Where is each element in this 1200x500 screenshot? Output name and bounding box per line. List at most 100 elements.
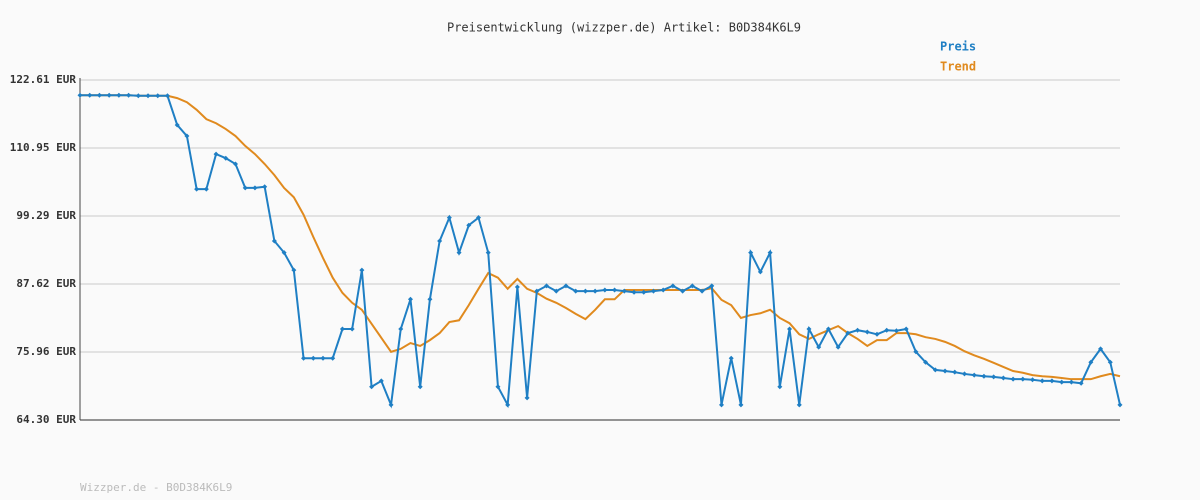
point-marker <box>485 250 491 256</box>
point-marker <box>864 329 870 335</box>
point-marker <box>456 250 462 256</box>
point-marker <box>777 384 783 390</box>
point-marker <box>242 185 248 191</box>
point-marker <box>991 374 997 380</box>
point-marker <box>417 384 423 390</box>
point-marker <box>233 161 239 167</box>
point-marker <box>213 151 219 157</box>
point-marker <box>553 288 559 294</box>
series-line <box>80 94 1121 381</box>
point-marker <box>1049 378 1055 384</box>
point-marker <box>116 92 122 98</box>
point-marker <box>1010 376 1016 382</box>
point-marker <box>369 384 375 390</box>
point-marker <box>87 92 93 98</box>
point-marker <box>806 326 812 332</box>
y-tick-label: 87.62 EUR <box>16 277 76 290</box>
point-marker <box>1088 359 1094 365</box>
point-marker <box>96 92 102 98</box>
point-marker <box>1030 377 1036 383</box>
point-marker <box>252 185 258 191</box>
point-marker <box>446 215 452 221</box>
point-marker <box>174 122 180 128</box>
point-marker <box>835 344 841 350</box>
point-marker <box>689 283 695 289</box>
point-marker <box>339 326 345 332</box>
point-marker <box>845 330 851 336</box>
point-marker <box>893 328 899 334</box>
point-marker <box>330 355 336 361</box>
point-marker <box>582 288 588 294</box>
point-marker <box>203 186 209 192</box>
point-marker <box>718 402 724 408</box>
y-tick-label: 99.29 EUR <box>16 209 76 222</box>
point-marker <box>1107 359 1113 365</box>
point-marker <box>77 92 83 98</box>
legend-entry: Preis <box>940 40 976 54</box>
point-marker <box>223 155 229 161</box>
point-marker <box>1020 376 1026 382</box>
point-marker <box>816 344 822 350</box>
point-marker <box>738 402 744 408</box>
point-marker <box>903 326 909 332</box>
point-marker <box>942 368 948 374</box>
point-marker <box>135 93 141 99</box>
point-marker <box>310 355 316 361</box>
point-marker <box>884 327 890 333</box>
point-marker <box>106 92 112 98</box>
point-marker <box>796 402 802 408</box>
point-marker <box>1059 379 1065 385</box>
point-marker <box>874 331 880 337</box>
point-marker <box>709 283 715 289</box>
point-marker <box>563 283 569 289</box>
point-marker <box>281 250 287 256</box>
point-marker <box>407 296 413 302</box>
point-marker <box>1117 402 1123 408</box>
point-marker <box>378 378 384 384</box>
y-tick-label: 122.61 EUR <box>10 73 77 86</box>
point-marker <box>184 133 190 139</box>
point-marker <box>1039 378 1045 384</box>
point-marker <box>194 186 200 192</box>
point-marker <box>505 402 511 408</box>
point-marker <box>767 250 773 256</box>
point-marker <box>145 93 151 99</box>
footer: Wizzper.de - B0D384K6L9 <box>80 481 232 494</box>
point-marker <box>961 371 967 377</box>
point-marker <box>981 373 987 379</box>
point-marker <box>291 267 297 273</box>
point-marker <box>301 355 307 361</box>
point-marker <box>476 215 482 221</box>
point-marker <box>524 395 530 401</box>
y-tick-label: 75.96 EUR <box>16 345 76 358</box>
point-marker <box>855 327 861 333</box>
point-marker <box>825 326 831 332</box>
point-marker <box>573 288 579 294</box>
point-marker <box>534 288 540 294</box>
point-marker <box>699 288 705 294</box>
chart-title: Preisentwicklung (wizzper.de) Artikel: B… <box>447 21 801 35</box>
point-marker <box>320 355 326 361</box>
point-marker <box>427 296 433 302</box>
point-marker <box>971 372 977 378</box>
point-marker <box>398 326 404 332</box>
point-marker <box>670 283 676 289</box>
point-marker <box>787 326 793 332</box>
point-marker <box>680 288 686 294</box>
point-marker <box>495 384 501 390</box>
point-marker <box>359 267 365 273</box>
point-marker <box>1098 346 1104 352</box>
y-tick-label: 110.95 EUR <box>10 141 77 154</box>
point-marker <box>932 367 938 373</box>
point-marker <box>612 287 618 293</box>
legend-entry: Trend <box>940 60 976 74</box>
point-marker <box>748 250 754 256</box>
point-marker <box>1068 379 1074 385</box>
point-marker <box>641 289 647 295</box>
point-marker <box>602 287 608 293</box>
point-marker <box>1078 380 1084 386</box>
point-marker <box>164 93 170 99</box>
point-marker <box>631 289 637 295</box>
